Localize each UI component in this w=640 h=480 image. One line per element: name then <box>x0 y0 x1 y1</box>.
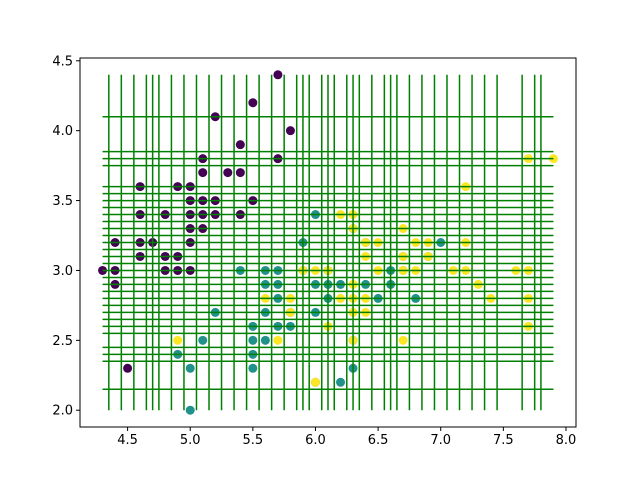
scatter-point-class-0 <box>123 363 133 373</box>
y-tick-label: 2.0 <box>52 404 73 419</box>
scatter-point-class-2 <box>310 377 320 387</box>
x-tick-label: 6.5 <box>368 433 389 448</box>
scatter-point-class-1 <box>260 335 270 345</box>
scatter-point-class-0 <box>198 168 208 178</box>
x-tick-label: 5.0 <box>180 433 201 448</box>
x-tick-label: 7.5 <box>493 433 514 448</box>
x-tick-label: 8.0 <box>556 433 577 448</box>
scatter-point-class-2 <box>273 335 283 345</box>
scatter-point-class-2 <box>398 335 408 345</box>
y-tick-label: 4.5 <box>52 54 73 69</box>
scatter-point-class-1 <box>185 363 195 373</box>
y-tick-label: 4.0 <box>52 124 73 139</box>
scatter-point-class-2 <box>173 335 183 345</box>
plot-area: 4.5 5.0 5.5 6.0 6.5 7.0 7.5 8.0 2.0 2.5 3.0 3.5 4.0 4… <box>52 54 577 448</box>
scatter-point-class-1 <box>248 363 258 373</box>
scatter-point-class-0 <box>248 98 258 108</box>
scatter-point-class-0 <box>285 126 295 136</box>
scatter-point-class-1 <box>248 335 258 345</box>
x-tick-label: 6.0 <box>305 433 326 448</box>
x-tick-label: 7.0 <box>430 433 451 448</box>
scatter-point-class-1 <box>336 377 346 387</box>
scatter-point-class-0 <box>273 70 283 80</box>
scatter-point-class-1 <box>185 405 195 415</box>
y-tick-label: 2.5 <box>52 334 73 349</box>
x-tick-label: 4.5 <box>117 433 138 448</box>
scatter-point-class-0 <box>235 140 245 150</box>
scatter-point-class-1 <box>198 335 208 345</box>
scatter-point-class-0 <box>223 168 233 178</box>
axes-frame <box>79 57 577 428</box>
x-tick-label: 5.5 <box>243 433 264 448</box>
scatter-point-class-0 <box>235 168 245 178</box>
y-tick-label: 3.0 <box>52 264 73 279</box>
y-tick-label: 3.5 <box>52 194 73 209</box>
